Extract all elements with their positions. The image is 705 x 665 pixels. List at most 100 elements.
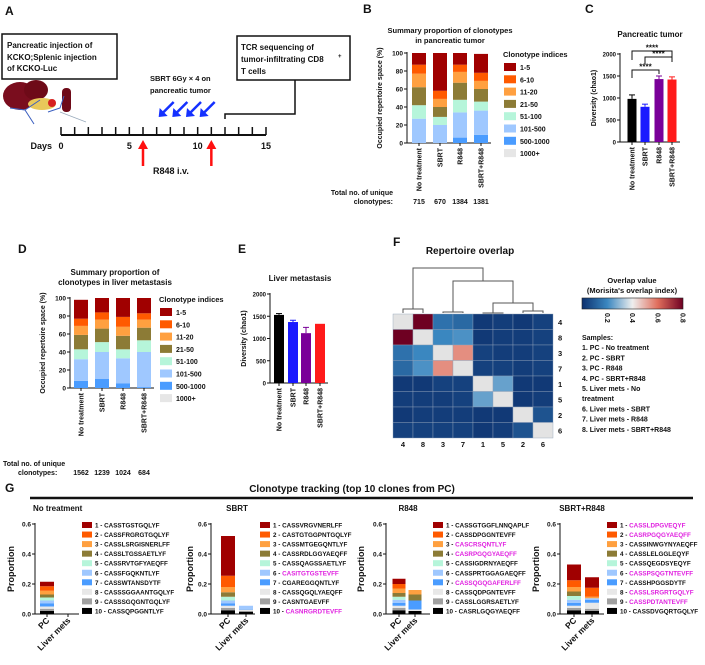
clone-label: 4 - CASSLELGGLEQYF: [620, 551, 689, 558]
x-tick-label: No treatment: [79, 392, 86, 436]
y-tick-label: 0.4: [22, 552, 31, 559]
bar-segment-clone-7: [585, 599, 599, 603]
clone-index: 9 -: [620, 599, 629, 606]
arrow-head: [186, 108, 195, 117]
clone-legend-item: 2 - CASSDPGGNTEVFF: [433, 531, 516, 539]
legend-swatch: [82, 550, 92, 557]
clone-label: 10 - CASSQPGGNTLYF: [95, 608, 164, 615]
y-tick-label: 60: [59, 332, 67, 339]
bar-segment-clone-9: [585, 608, 599, 611]
bar-segment-11-20: [474, 80, 488, 89]
heatmap-cell: [452, 329, 474, 346]
column-label: 8: [421, 440, 425, 449]
legend-label: 6-10: [520, 77, 534, 84]
dendrogram-branch: [522, 310, 544, 313]
legend-swatch: [160, 308, 172, 316]
clone-cdr3-sequence: CASSLELGGLEQYF: [629, 551, 689, 558]
heatmap-cell: [452, 344, 474, 361]
clone-cdr3-sequence: CASRLGQGYAEQFF: [459, 608, 520, 615]
clone-legend-item: 3 - CASSMTGEGQNTLYF: [260, 541, 347, 549]
y-axis-label: Diversity (chao1): [241, 310, 248, 366]
r848-label: R848 i.v.: [153, 166, 189, 176]
clone-index: 10 -: [273, 608, 286, 615]
column-label: 7: [461, 440, 465, 449]
legend-swatch: [260, 550, 270, 557]
clone-index: 4 -: [95, 551, 104, 558]
heatmap-cell: [472, 313, 494, 330]
legend-item: 101-500: [504, 124, 546, 134]
bar-r848: [301, 333, 311, 383]
heatmap-cell: [432, 375, 454, 392]
y-tick-label: 100: [392, 51, 403, 58]
heatmap-cell: [452, 360, 474, 377]
clone-index: 6 -: [95, 570, 104, 577]
bar-segment-11-20: [137, 319, 151, 328]
legend-swatch: [260, 607, 270, 614]
y-tick-label: 0.4: [547, 552, 556, 559]
clone-index: 4 -: [273, 551, 282, 558]
sample-legend-line: 5. Liver mets - No: [582, 386, 640, 393]
clone-cdr3-sequence: CASSSGQGNTGQLYF: [104, 599, 170, 606]
bar-segment-500-1000: [116, 383, 130, 388]
bar-segment-clone-5: [40, 597, 54, 601]
clone-label: 9 - CASSSGQGNTGQLYF: [95, 599, 170, 606]
bar-segment-clone-7: [408, 600, 422, 610]
legend-swatch: [504, 136, 516, 145]
y-tick-label: 1000: [603, 97, 617, 103]
legend-swatch: [82, 598, 92, 605]
legend-label: 1000+: [520, 151, 540, 158]
clone-label: 9 - CASSLGGRSAETLYF: [446, 599, 519, 606]
legend-swatch: [82, 588, 92, 595]
clone-label: 8 - CASSQDPGNTEVFF: [446, 589, 516, 596]
heatmap-cell: [412, 344, 434, 361]
bar-segment-clone-7: [239, 608, 253, 610]
y-axis-label: Proportion: [185, 546, 195, 592]
legend-swatch: [160, 344, 172, 353]
chart-panel-e: Liver metastasis Diversity (chao1) 0 500 100…: [241, 274, 332, 431]
bar-segment-clone-4: [408, 594, 422, 601]
y-axis-label: Proportion: [6, 546, 16, 592]
clone-legend-item: 1 - CASSLDPGVEQYF: [607, 522, 686, 530]
heatmap-cell: [392, 406, 414, 423]
clone-legend-item: 1 - CASSTGSTGQLYF: [82, 522, 160, 530]
y-tick-label: 0.6: [22, 522, 31, 529]
significance-bracket: [631, 69, 660, 78]
tcr-box-text: tumor-infiltrating CD8: [241, 55, 324, 64]
bar-segment-21-50: [116, 335, 130, 350]
sbrt-label: SBRT 6Gy × 4 on: [150, 74, 211, 83]
bar-segment-51-100: [95, 342, 109, 352]
bar-segment-6-10: [95, 312, 109, 320]
legend-item: 21-50: [504, 99, 538, 109]
x-tick-label: SBRT: [100, 392, 107, 412]
clone-cdr3-sequence: CASSPRTGGAGAEQFF: [455, 570, 526, 577]
clone-cdr3-sequence: CASNTGAEVFF: [282, 599, 329, 606]
heatmap-cell: [412, 329, 434, 346]
clone-label: 4 - CASSLTGSSAETLYF: [95, 551, 166, 558]
clone-legend-item: 3 - CASSINWGYNYAEQFF: [607, 541, 698, 549]
sbrt-arrow-icon: [158, 101, 175, 117]
legend-swatch: [607, 531, 617, 538]
dendrogram-branch: [442, 311, 464, 313]
clone-label: 2 - CASRPGQGYAEQFF: [620, 532, 691, 539]
subpanel-title: R848: [398, 504, 418, 513]
x-tick-label: R848: [121, 393, 128, 410]
clone-legend-item: 8 - CASSQGQLYAEQFF: [260, 588, 343, 596]
significance-stars: ****: [646, 44, 659, 53]
clone-cdr3-sequence: CASSRDLGGYAEQFF: [282, 551, 347, 558]
sbrt-arrow-icon: [186, 101, 202, 117]
blood-vessels: [9, 95, 65, 125]
heatmap-cell: [512, 375, 534, 392]
clone-label: 5 - CASSIGDRNYAEQFF: [446, 561, 518, 568]
y-tick-label: 0.2: [198, 582, 207, 589]
sample-legend-line: 2. PC - SBRT: [582, 355, 626, 362]
injection-box-text: KCKO;Splenic injection: [7, 53, 97, 62]
total-clonotypes-value: 715: [413, 199, 425, 206]
bar-segment-51-100: [137, 340, 151, 352]
heatmap-cell: [412, 422, 434, 439]
heatmap-cell: [472, 406, 494, 423]
heatmap-cell: [492, 313, 514, 330]
clone-legend-item: 5 - CASSQEGDSYEQYF: [607, 560, 691, 568]
heatmap-cell: [452, 313, 474, 330]
y-tick-label: 0.2: [22, 582, 31, 589]
